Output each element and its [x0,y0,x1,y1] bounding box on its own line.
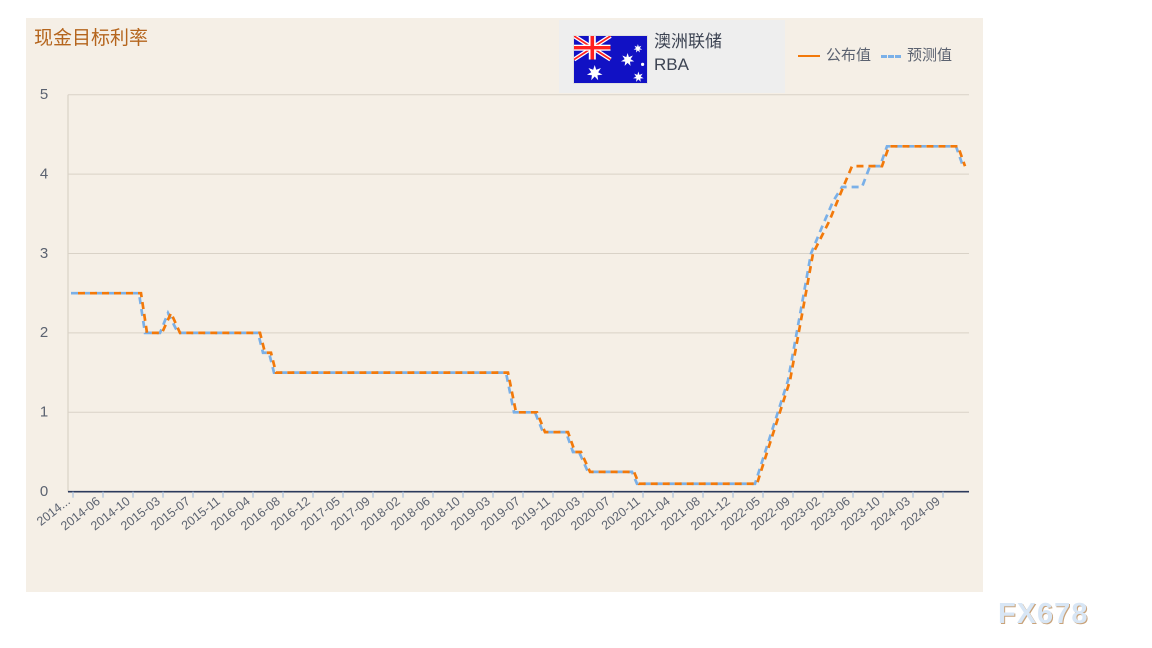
svg-text:2: 2 [40,324,48,341]
svg-text:5: 5 [40,86,48,103]
svg-text:4: 4 [40,165,48,182]
svg-text:1: 1 [40,404,48,421]
svg-text:0: 0 [40,483,48,500]
svg-text:3: 3 [40,245,48,262]
